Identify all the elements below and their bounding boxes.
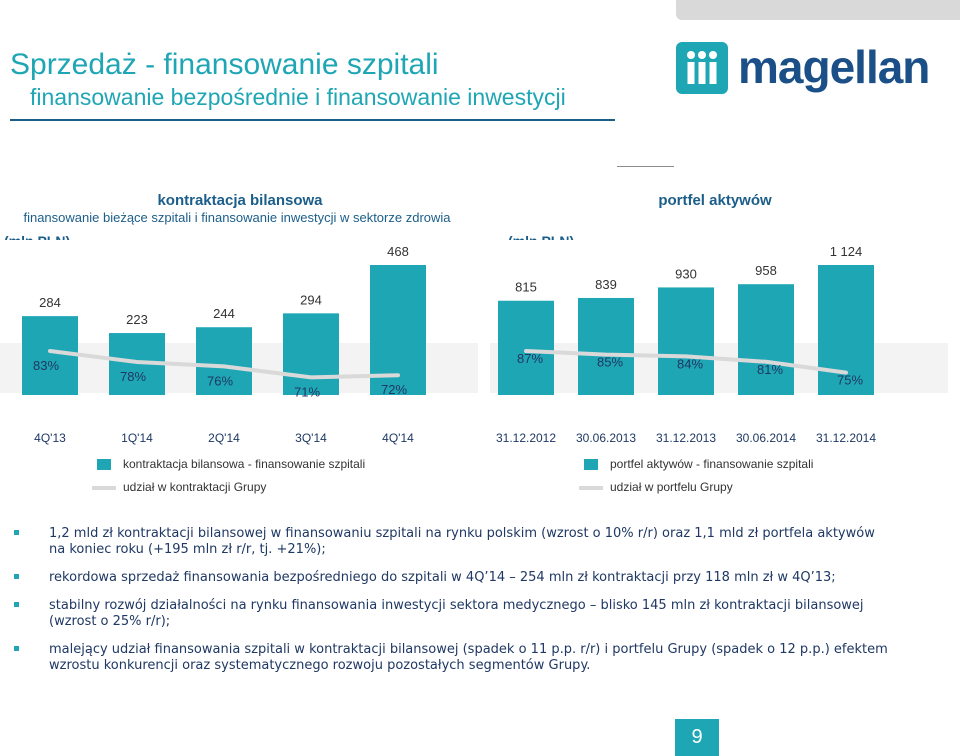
- bullet-item: malejący udział finansowania szpitali w …: [14, 642, 894, 674]
- share-value-label: 84%: [677, 356, 703, 371]
- legend-bar-label-right: portfel aktywów - finansowanie szpitali: [610, 457, 814, 471]
- share-value-label: 75%: [837, 373, 863, 388]
- bullet-list: 1,2 mld zł kontraktacji bilansowej w fin…: [14, 526, 894, 686]
- left-panel-subtitle: finansowanie bieżące szpitali i finansow…: [23, 210, 451, 225]
- share-value-label: 87%: [517, 351, 543, 366]
- legend-line-swatch-right: [579, 486, 603, 490]
- legend-line-label-left: udział w kontraktacji Grupy: [123, 480, 267, 494]
- left-panel-title: kontraktacja bilansowa: [157, 192, 323, 209]
- legend-line-label-right: udział w portfelu Grupy: [610, 480, 733, 494]
- share-value-label: 72%: [381, 382, 407, 397]
- top-tab: [676, 0, 960, 20]
- share-line: [524, 349, 848, 375]
- category-tick-label: 4Q'14: [382, 431, 414, 445]
- bar-value-label: 930: [675, 266, 697, 281]
- bar: [22, 316, 78, 395]
- bullet-item: rekordowa sprzedaż finansowania bezpośre…: [14, 570, 894, 586]
- share-value-label: 85%: [597, 355, 623, 370]
- logo-text: magellan: [738, 41, 930, 93]
- share-value-label: 76%: [207, 373, 233, 388]
- bar-value-label: 468: [387, 244, 409, 259]
- bar: [658, 287, 714, 395]
- legend-bar-swatch-right: [584, 459, 598, 470]
- category-tick-label: 2Q'14: [208, 431, 240, 445]
- bar-value-label: 958: [755, 263, 777, 278]
- bar-value-label: 839: [595, 277, 617, 292]
- bullet-square-icon: [14, 602, 19, 607]
- bullet-square-icon: [14, 574, 19, 579]
- bar-value-label: 815: [515, 280, 537, 295]
- bar: [498, 300, 554, 395]
- category-tick-label: 30.06.2013: [576, 431, 636, 445]
- bar-value-label: 223: [126, 312, 148, 327]
- share-value-label: 78%: [120, 369, 146, 384]
- magellan-logo: magellan: [676, 41, 930, 94]
- category-tick-label: 1Q'14: [121, 431, 153, 445]
- category-tick-label: 30.06.2014: [736, 431, 796, 445]
- bullet-item: 1,2 mld zł kontraktacji bilansowej w fin…: [14, 526, 894, 558]
- page-subtitle: finansowanie bezpośrednie i finansowanie…: [30, 84, 566, 110]
- legend-bar-swatch-left: [97, 459, 111, 470]
- legend-line-swatch-left: [92, 486, 116, 490]
- bar-value-label: 1 124: [830, 244, 863, 259]
- share-value-label: 71%: [294, 384, 320, 399]
- bullet-square-icon: [14, 530, 19, 535]
- share-value-label: 81%: [757, 362, 783, 377]
- left-chart: 284 4Q'13 223 1Q'14 244 2Q'14 294 3Q'14 468 4Q'14…: [0, 240, 480, 450]
- share-line: [48, 349, 400, 380]
- title-divider: [10, 119, 615, 121]
- bar: [578, 297, 634, 395]
- bar-value-label: 284: [39, 295, 61, 310]
- right-panel-title: portfel aktywów: [658, 192, 772, 209]
- bullet-item: stabilny rozwój działalności na rynku fi…: [14, 598, 894, 630]
- category-tick-label: 4Q'13: [34, 431, 66, 445]
- category-tick-label: 31.12.2013: [656, 431, 716, 445]
- page-number: 9: [675, 719, 719, 756]
- logo-mark-icon: [676, 42, 728, 94]
- share-value-label: 83%: [33, 358, 59, 373]
- bar-value-label: 294: [300, 292, 322, 307]
- category-tick-label: 31.12.2012: [496, 431, 556, 445]
- legend-bar-label-left: kontraktacja bilansowa - finansowanie sz…: [123, 457, 366, 471]
- category-tick-label: 31.12.2014: [816, 431, 876, 445]
- bar: [283, 313, 339, 395]
- bar-value-label: 244: [213, 306, 235, 321]
- page-title: Sprzedaż - finansowanie szpitali: [10, 48, 439, 81]
- category-tick-label: 3Q'14: [295, 431, 327, 445]
- bullet-square-icon: [14, 646, 19, 651]
- bar: [196, 327, 252, 395]
- right-chart: 815 31.12.2012 839 30.06.2013 930 31.12.2013 9…: [490, 240, 950, 450]
- divider-line: [617, 166, 674, 167]
- bar: [738, 284, 794, 395]
